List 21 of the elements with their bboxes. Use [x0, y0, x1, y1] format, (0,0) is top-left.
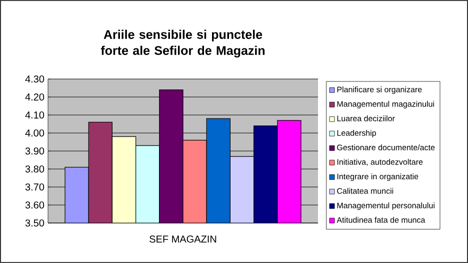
legend-label: Planificare si organizare [337, 86, 422, 94]
legend-label: Leadership [337, 130, 376, 138]
y-tick-label: 4.30 [25, 75, 44, 83]
legend-label: Initiativa, autodezvoltare [337, 158, 423, 166]
y-tick-label: 3.90 [25, 147, 44, 155]
legend-label: Gestionare documente/acte [337, 144, 435, 150]
legend-label: Calitatea muncii [337, 188, 394, 194]
legend-label: Atitudinea fata de munca [336, 216, 426, 223]
chart-title: Ariile sensibile si punctele forte ale Sefilor de Magazin [100, 30, 265, 58]
legend-label: Integrare in organizatie [337, 173, 418, 181]
y-tick-label: 3.50 [25, 219, 44, 227]
y-tick-label: 3.80 [25, 165, 44, 173]
y-tick-label: 4.10 [25, 111, 44, 119]
legend-label: Managementul personalului [337, 202, 434, 210]
y-tick-label: 3.60 [25, 201, 44, 209]
x-tick-label: SEF MAGAZIN [150, 236, 216, 243]
y-tick-label: 3.70 [25, 183, 44, 191]
y-tick-label: 4.00 [25, 129, 44, 137]
legend-label: Luarea deciziilor [337, 115, 395, 122]
y-tick-label: 4.20 [25, 93, 44, 101]
legend-label: Managementul magazinului [337, 100, 434, 108]
